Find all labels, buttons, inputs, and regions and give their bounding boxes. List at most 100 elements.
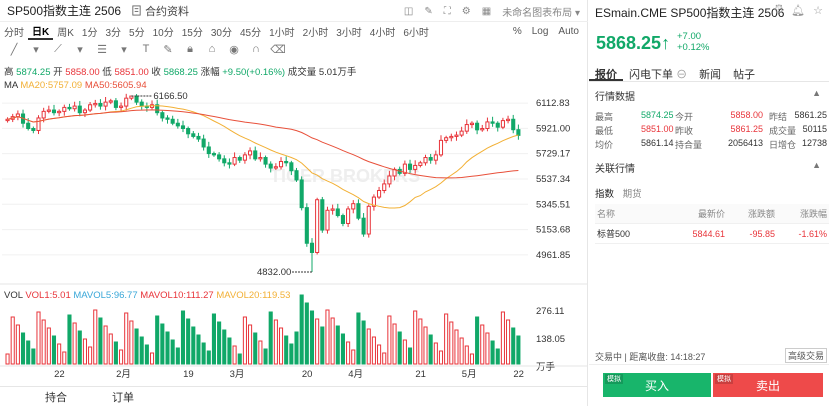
fib-tool-icon[interactable]: ☰ [97,43,107,56]
camera-icon[interactable]: ◫ [403,6,414,17]
scale-option-0[interactable]: % [512,26,522,37]
magnet-icon[interactable]: ∩ [252,43,260,55]
eye-icon[interactable]: ◉ [229,43,239,56]
scale-option-2[interactable]: Auto [558,26,579,37]
related-tab-index[interactable]: 指数 [595,189,615,200]
timeframe-9[interactable]: 45分 [239,27,262,39]
volume-bar [382,352,387,365]
timeframe-2[interactable]: 周K [57,27,74,39]
candle-body [490,121,495,124]
row-pct: -1.61% [798,228,827,239]
contract-info-button[interactable]: 合约资料 [131,3,189,19]
tab-news[interactable]: 新闻 [699,69,722,81]
market-l1-0: 最高 [595,112,614,122]
timeframe-8[interactable]: 30分 [210,27,232,39]
trash-icon[interactable]: ⌫ [270,43,286,56]
pencil-tool-icon[interactable]: ✎ [163,43,173,56]
settings-icon[interactable]: ⚙ [461,6,471,17]
volume-bar [222,329,227,365]
layout-label: 未命名图表布局 [502,8,573,19]
chevron-down-icon[interactable]: ▾ [121,43,127,56]
candle-body [449,135,454,139]
volume-bar [428,334,433,365]
candle-body [98,102,103,107]
volume-bar [175,347,180,365]
tab-flash-order-label: 闪电下单 [629,69,673,81]
timeframe-5[interactable]: 5分 [129,27,145,39]
volume-bar [77,330,82,365]
timeframe-14[interactable]: 6小时 [403,27,429,39]
timeframe-1[interactable]: 日K [28,23,54,40]
candle-body [459,130,464,136]
volume-unit-label: 万手 [536,361,556,373]
line-tool-icon[interactable]: ╱ [10,43,18,56]
candle-body [113,100,118,108]
edit-icon[interactable]: ✎ [424,6,433,17]
chevron-down-icon[interactable]: ▾ [33,43,39,56]
candle-body [402,163,407,174]
unlock-icon[interactable]: ⌂ [208,43,216,55]
date-tick-label: 4月 [348,369,363,380]
timeframe-4[interactable]: 3分 [105,27,122,39]
timeframe-12[interactable]: 3小时 [336,27,362,39]
related-tab-futures[interactable]: 期货 [622,189,642,200]
tab-quote[interactable]: 报价 [589,64,623,81]
timeframe-11[interactable]: 2小时 [302,27,329,39]
chevron-down-icon[interactable]: ▾ [77,43,83,56]
tab-positions[interactable]: 持合 [45,391,67,404]
timeframe-0[interactable]: 分时 [4,27,24,39]
volume-bar [413,310,418,365]
volume-bar [315,318,320,365]
volume-bar [113,341,118,365]
star-icon[interactable]: ☆ [813,5,823,17]
collapse-icon[interactable]: ▲ [812,160,821,170]
related-title: 关联行情 [595,164,635,175]
split-view-icon[interactable]: ▦ [481,6,492,17]
buy-button[interactable]: 买入 [603,373,711,397]
volume-bar [356,312,361,365]
collapse-icon[interactable]: ▲ [812,88,821,98]
fullscreen-icon[interactable]: ⛶ [443,6,451,17]
mavol20-value: MAVOL20:119.53 [216,290,291,301]
tab-flash-order[interactable]: 闪电下单 ⊖ [623,64,693,81]
volume-bar [98,317,103,365]
volume-value: 5.01万手 [318,67,357,78]
volume-bar [273,319,278,365]
candle-body [335,208,340,217]
candle-body [242,154,247,161]
date-tick-label: 22 [54,369,65,380]
market-v2-0: 5858.00 [730,110,763,120]
timeframe-3[interactable]: 1分 [81,27,98,39]
volume-bar [475,316,480,365]
volume-bar [377,344,382,365]
candle-body [191,133,196,137]
table-row[interactable]: 标普500 5844.61 -95.85 -1.61% [595,224,829,244]
timeframe-6[interactable]: 10分 [152,27,174,39]
ray-tool-icon[interactable]: ⟋ [54,42,62,55]
symbol-title[interactable]: SP500指数主连 2506 [7,4,122,18]
scale-option-1[interactable]: Log [531,26,549,37]
candle-body [304,207,309,244]
close-value: 5868.25 [163,67,198,78]
candlestick-chart[interactable]: 6112.83 5921.00 5729.17 5537.34 5345.51 5153.… [0,92,588,386]
tab-orders[interactable]: 订单 [112,391,134,404]
lock-icon[interactable]: 🔒︎ [187,42,193,55]
advanced-trade-button[interactable]: 高级交易 [784,348,827,363]
price-tick-label: 4961.85 [536,250,570,261]
candle-body [320,199,325,231]
quote-header: ESmain.CME SP500指数主连 2506 [595,6,785,20]
sell-button[interactable]: 卖出 [713,373,823,397]
tab-posts[interactable]: 帖子 [733,69,756,81]
document-icon [132,5,141,16]
timeframe-7[interactable]: 15分 [181,27,203,39]
text-tool-icon[interactable]: T [142,43,150,55]
volume-bar [82,338,87,365]
alert-icon[interactable]: ⏰︎ [774,4,784,16]
volume-bar [155,315,160,365]
timeframe-10[interactable]: 1小时 [269,27,295,39]
layout-dropdown[interactable]: 未命名图表布局 ▾ [502,8,580,19]
timeframe-13[interactable]: 4小时 [369,27,396,39]
up-arrow-icon: ↑ [661,33,671,53]
volume-bar [237,353,242,365]
bell-icon[interactable]: 🔔︎ [791,5,806,17]
